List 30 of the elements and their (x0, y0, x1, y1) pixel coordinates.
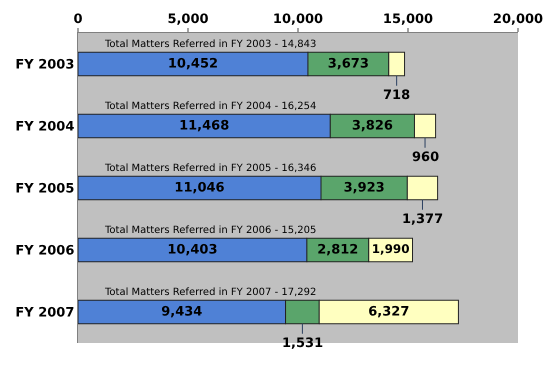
data-label: 1,377 (402, 212, 444, 227)
x-tick-label: 5,000 (167, 12, 209, 27)
y-tick-label: FY 2004 (15, 120, 74, 135)
x-tick-label: 15,000 (382, 12, 434, 27)
data-label: 6,327 (368, 304, 410, 320)
data-label: 10,452 (168, 56, 218, 72)
annotation: Total Matters Referred in FY 2004 - 16,254 (104, 101, 316, 112)
data-label: 3,923 (344, 180, 385, 196)
data-label: 718 (383, 88, 410, 103)
y-tick-label: FY 2007 (15, 306, 74, 321)
x-tick-label: 0 (73, 12, 83, 27)
data-label: 960 (412, 150, 440, 165)
annotation: Total Matters Referred in FY 2007 - 17,292 (104, 287, 316, 298)
data-label: 2,812 (317, 242, 358, 258)
y-tick-label: FY 2003 (15, 58, 74, 73)
data-label: 9,434 (161, 304, 202, 320)
data-label: 3,673 (328, 56, 369, 72)
annotation: Total Matters Referred in FY 2005 - 16,346 (104, 163, 316, 174)
annotation: Total Matters Referred in FY 2006 - 15,205 (104, 225, 316, 236)
data-label: 10,403 (167, 242, 218, 258)
data-label: 1,531 (282, 336, 324, 351)
data-label: 11,468 (179, 118, 230, 134)
data-label: 1,990 (372, 242, 410, 256)
data-label: 3,826 (352, 118, 393, 134)
x-tick-label: 10,000 (272, 12, 324, 27)
annotation: Total Matters Referred in FY 2003 - 14,843 (104, 39, 316, 50)
x-tick-label: 20,000 (492, 12, 544, 27)
y-tick-label: FY 2006 (15, 244, 74, 259)
data-label: 11,046 (174, 180, 225, 196)
y-tick-label: FY 2005 (15, 182, 74, 197)
